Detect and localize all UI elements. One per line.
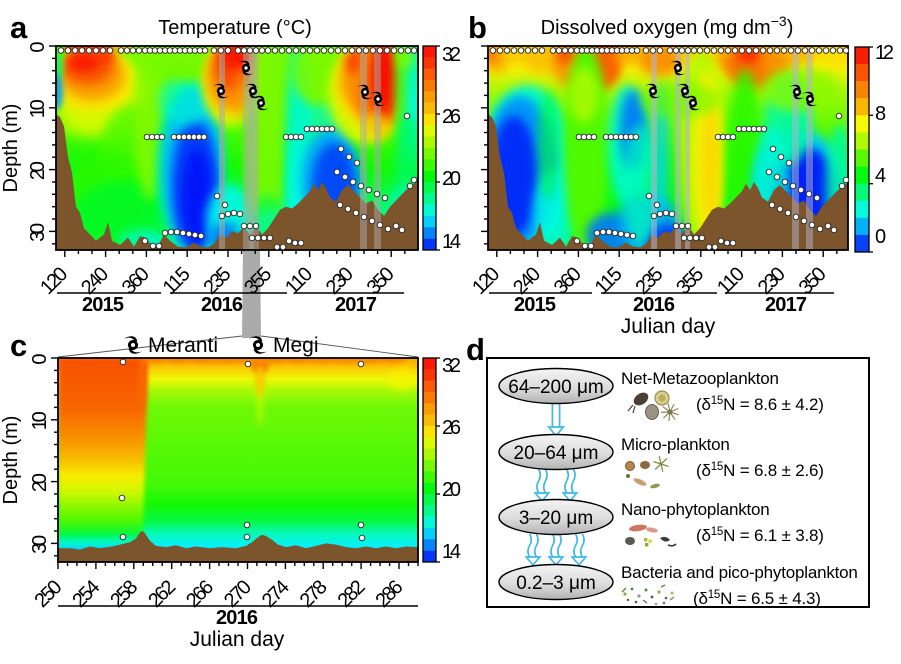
svg-text:14: 14: [442, 231, 461, 253]
svg-text:10: 10: [27, 99, 49, 118]
svg-text:0.2–3 μm: 0.2–3 μm: [516, 573, 596, 594]
svg-text:20: 20: [442, 168, 461, 190]
svg-text:2016: 2016: [633, 294, 675, 316]
svg-text:32: 32: [442, 355, 461, 377]
svg-text:2017: 2017: [765, 294, 807, 316]
svg-text:2016: 2016: [201, 294, 243, 316]
svg-text:Meranti: Meranti: [148, 334, 218, 357]
svg-text:(δ15N = 6.8 ± 2.6): (δ15N = 6.8 ± 2.6): [696, 461, 824, 480]
svg-text:Depth (m): Depth (m): [0, 416, 22, 505]
svg-text:(δ15N = 8.6 ± 4.2): (δ15N = 8.6 ± 4.2): [696, 395, 824, 414]
svg-text:(δ15N = 6.5 ± 4.3): (δ15N = 6.5 ± 4.3): [693, 589, 821, 608]
svg-text:Net-Metazooplankton: Net-Metazooplankton: [621, 369, 779, 388]
svg-text:2015: 2015: [514, 294, 556, 316]
svg-text:3–20 μm: 3–20 μm: [519, 508, 593, 529]
svg-text:4: 4: [875, 165, 886, 187]
svg-text:Nano-phytoplankton: Nano-phytoplankton: [621, 500, 770, 519]
svg-text:Temperature (°C): Temperature (°C): [158, 17, 312, 39]
svg-text:0: 0: [875, 226, 886, 248]
svg-text:Julian day: Julian day: [190, 628, 285, 651]
svg-text:Depth (m): Depth (m): [0, 104, 22, 193]
svg-text:20: 20: [27, 161, 49, 180]
svg-text:Micro-plankton: Micro-plankton: [621, 435, 730, 454]
svg-text:0: 0: [27, 41, 49, 52]
svg-text:Julian day: Julian day: [621, 315, 716, 338]
svg-text:30: 30: [29, 535, 51, 554]
svg-text:2017: 2017: [335, 294, 377, 316]
svg-text:Dissolved oxygen (mg dm−3): Dissolved oxygen (mg dm−3): [541, 13, 794, 39]
svg-text:30: 30: [27, 223, 49, 242]
svg-text:26: 26: [442, 417, 461, 439]
svg-text:a: a: [10, 10, 28, 45]
svg-text:10: 10: [29, 411, 51, 430]
svg-text:2015: 2015: [82, 294, 124, 316]
svg-text:14: 14: [442, 541, 461, 563]
svg-text:20: 20: [29, 473, 51, 492]
svg-text:2016: 2016: [216, 607, 258, 629]
svg-text:Megi: Megi: [273, 334, 319, 357]
svg-text:12: 12: [875, 42, 894, 64]
svg-text:0: 0: [29, 353, 51, 364]
svg-text:c: c: [10, 328, 27, 363]
svg-text:b: b: [468, 10, 487, 45]
svg-text:26: 26: [442, 106, 461, 128]
svg-text:8: 8: [875, 103, 886, 125]
svg-text:64–200 μm: 64–200 μm: [508, 377, 603, 398]
svg-text:20: 20: [442, 479, 461, 501]
svg-text:32: 32: [442, 44, 461, 66]
svg-text:Bacteria and pico-phytoplankto: Bacteria and pico-phytoplankton: [621, 563, 858, 582]
svg-text:20–64 μm: 20–64 μm: [514, 443, 599, 464]
svg-text:d: d: [466, 332, 485, 367]
svg-text:(δ15N = 6.1 ± 3.8): (δ15N = 6.1 ± 3.8): [696, 526, 824, 545]
